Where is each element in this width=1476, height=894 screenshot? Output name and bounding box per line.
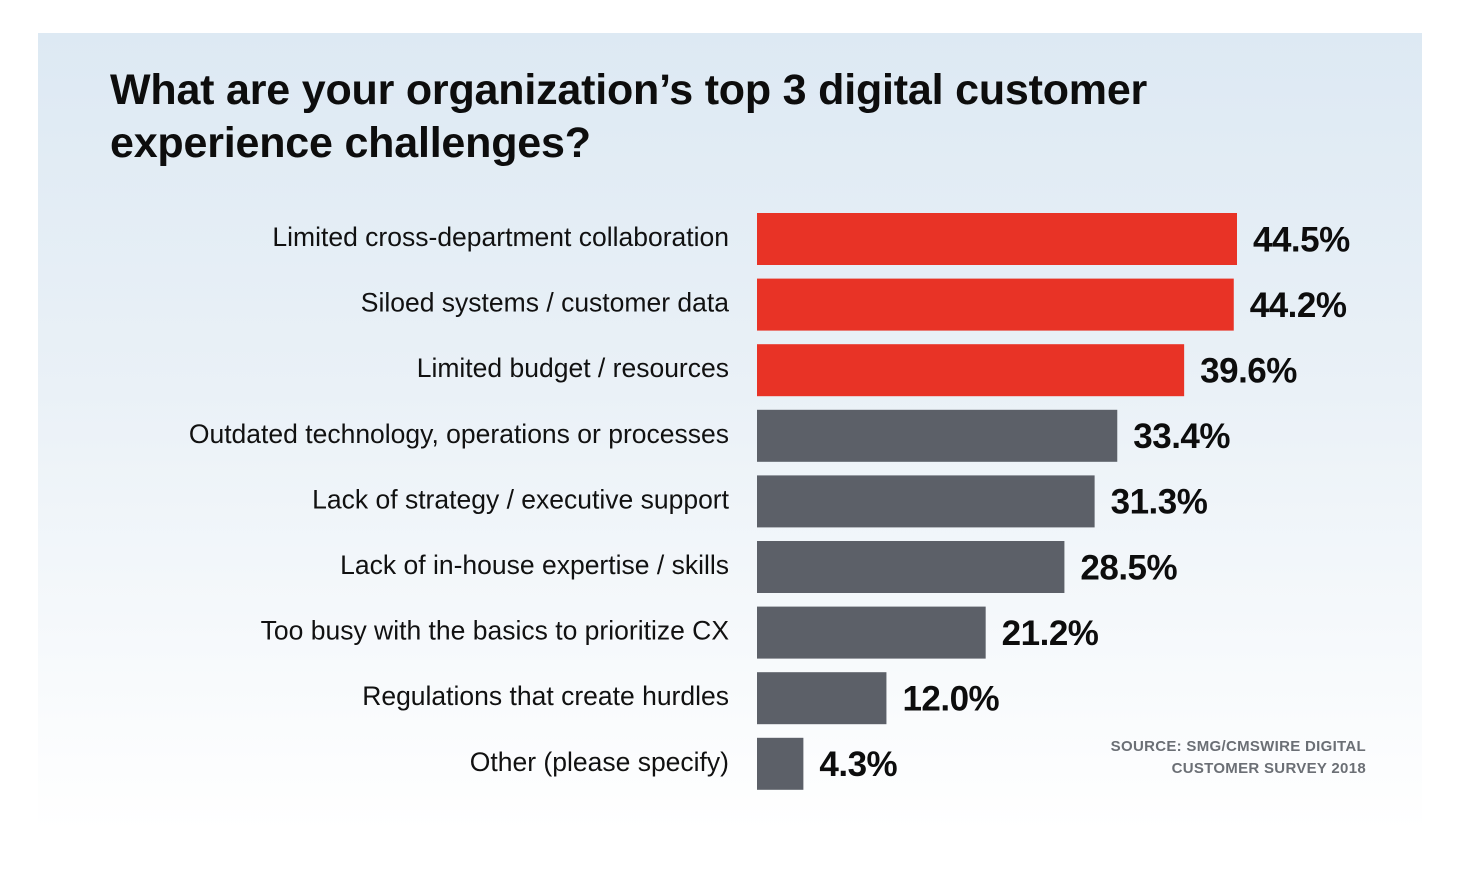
value-label: 33.4% xyxy=(1133,417,1230,456)
category-label: Regulations that create hurdles xyxy=(362,681,729,711)
value-label: 12.0% xyxy=(902,679,999,718)
source-line-2: CUSTOMER SURVEY 2018 xyxy=(1171,760,1366,777)
chart-title: What are your organization’s top 3 digit… xyxy=(110,66,1148,167)
value-label: 21.2% xyxy=(1002,614,1099,653)
bar xyxy=(757,278,1234,331)
bar xyxy=(757,606,986,659)
value-label: 39.6% xyxy=(1200,351,1297,390)
category-label: Siloed systems / customer data xyxy=(361,288,729,318)
category-label: Lack of strategy / executive support xyxy=(312,484,729,514)
value-label: 4.3% xyxy=(819,745,897,784)
category-label: Too busy with the basics to prioritize C… xyxy=(261,616,730,646)
value-label: 44.5% xyxy=(1253,220,1350,259)
category-label: Outdated technology, operations or proce… xyxy=(189,419,729,449)
value-label: 28.5% xyxy=(1080,548,1177,587)
category-label: Limited budget / resources xyxy=(417,353,729,383)
bar xyxy=(757,672,887,725)
bar xyxy=(757,541,1065,593)
bar xyxy=(757,475,1095,528)
source-note: SOURCE: SMG/CMSWIRE DIGITAL CUSTOMER SUR… xyxy=(1111,736,1366,780)
value-label: 44.2% xyxy=(1250,286,1347,325)
category-label: Lack of in-house expertise / skills xyxy=(340,550,729,580)
category-label: Limited cross-department collaboration xyxy=(272,222,729,252)
bar xyxy=(757,409,1118,462)
bar xyxy=(757,344,1185,397)
bar xyxy=(757,737,804,790)
source-line-1: SOURCE: SMG/CMSWIRE DIGITAL xyxy=(1110,738,1366,755)
bar xyxy=(757,213,1237,265)
value-label: 31.3% xyxy=(1111,483,1208,522)
chart-card xyxy=(38,33,1422,831)
category-label: Other (please specify) xyxy=(470,747,729,777)
